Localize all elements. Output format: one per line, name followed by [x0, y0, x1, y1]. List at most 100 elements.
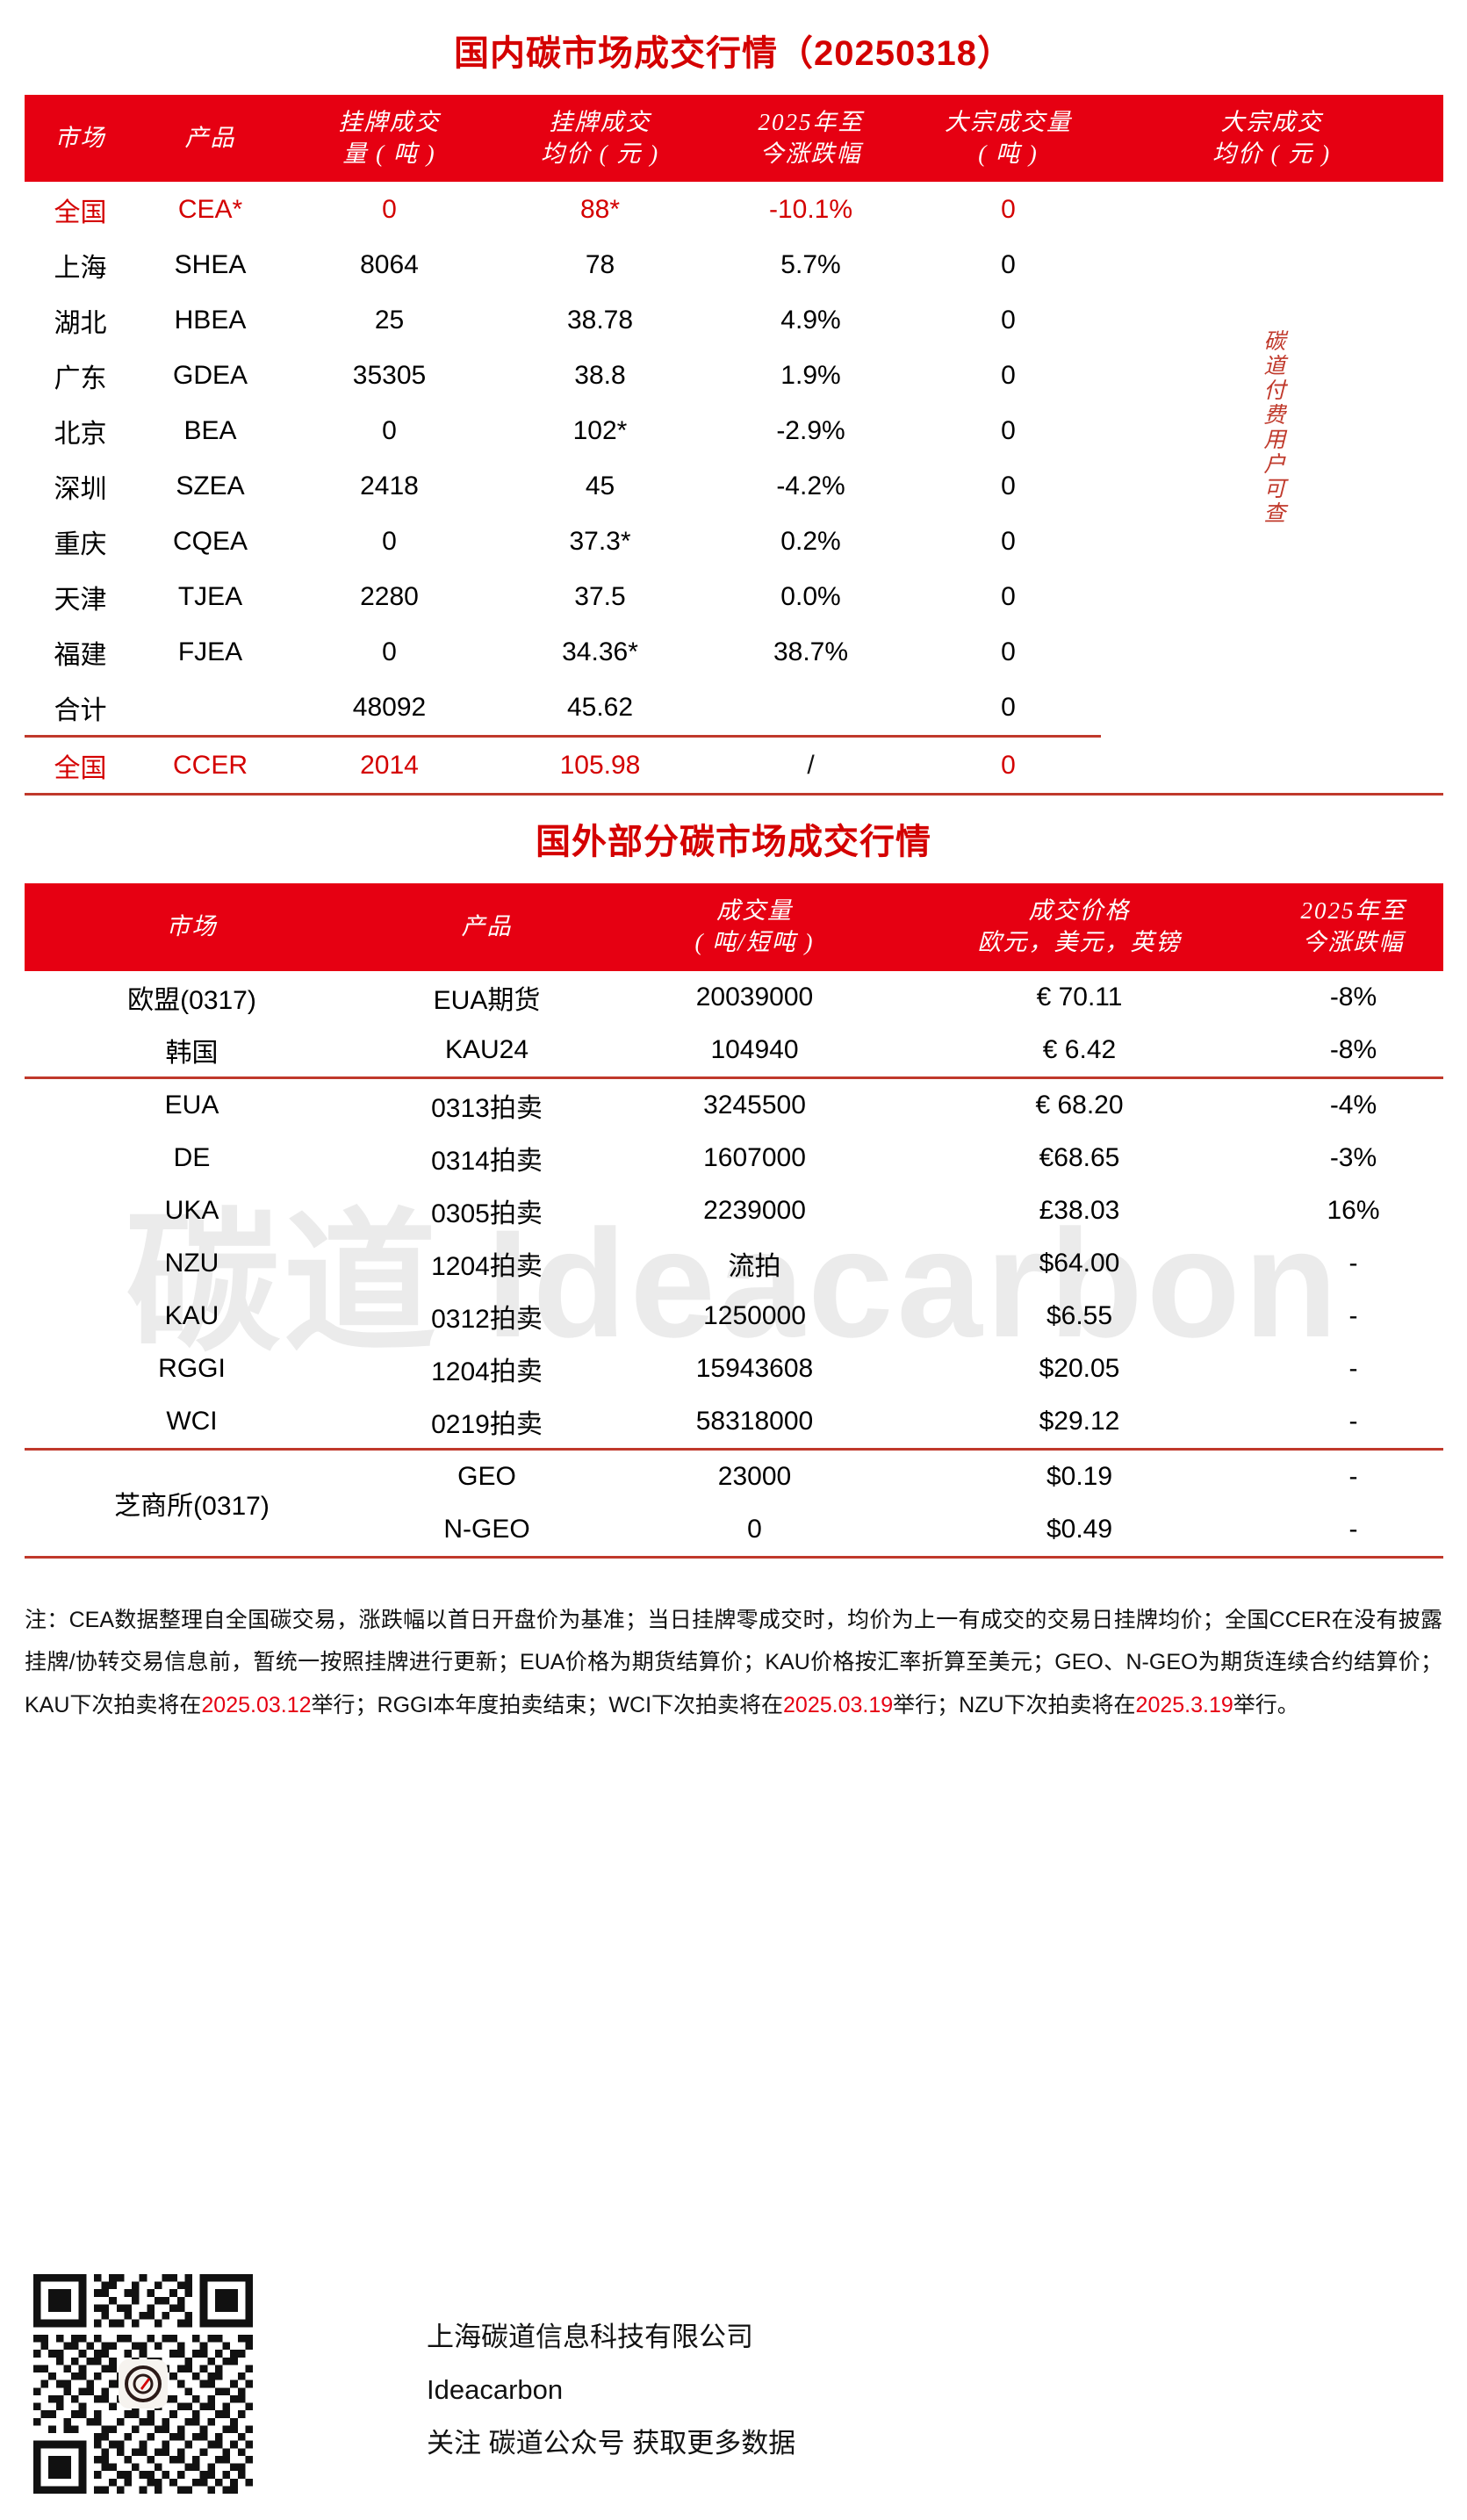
table-row: N-GEO 0 $0.49 - — [24, 1503, 1443, 1557]
domestic-header-row: 市场 产品 挂牌成交 量 ( 吨 ) 挂牌成交 均价 ( 元 ) 2025年至 — [24, 95, 1443, 183]
international-market-table: 市场 产品 成交量 ( 吨/短吨 ) 成交价格 欧元，美元，英镑 2025年至 — [24, 883, 1443, 1558]
table-row: 欧盟(0317) EUA期货 20039000 € 70.11 -8% — [25, 971, 1443, 1024]
cell-listed-volume: 0 — [382, 637, 397, 666]
table-row: DE 0314拍卖 1607000 €68.65 -3% — [25, 1132, 1443, 1184]
cell-product: 0305拍卖 — [431, 1199, 543, 1228]
cell-block-volume: 0 — [916, 736, 1101, 796]
cell-product: 1204拍卖 — [431, 1251, 543, 1281]
cell-market: 福建 — [54, 640, 107, 670]
cell-ytd-change: -10.1% — [768, 194, 853, 224]
col-header-block-volume: 大宗成交量 ( 吨 ) — [945, 109, 1072, 167]
footer: 上海碳道信息科技有限公司 Ideacarbon 关注 碳道公众号 获取更多数据 — [33, 2274, 795, 2494]
international-section-title: 国外部分碳市场成交行情 — [536, 823, 931, 862]
cell-price: $6.55 — [1046, 1300, 1113, 1330]
cell-volume: 15943608 — [695, 1353, 814, 1383]
col-header-listed-volume: 挂牌成交 量 ( 吨 ) — [338, 109, 441, 167]
cell-listed-volume: 0 — [382, 194, 397, 224]
cell-ytd-change: - — [1348, 1300, 1358, 1330]
cell-ytd-change: 4.9% — [780, 305, 841, 335]
cell-market: NZU — [164, 1248, 219, 1278]
cell-product: 0314拍卖 — [431, 1146, 543, 1176]
table-row: KAU 0312拍卖 1250000 $6.55 - — [25, 1290, 1443, 1343]
col-header-market: 市场 — [166, 913, 218, 940]
cell-ytd-change: - — [1348, 1461, 1358, 1491]
cell-block-volume: 0 — [1001, 526, 1016, 556]
cell-ytd-change: - — [1348, 1248, 1358, 1278]
cell-market: DE — [173, 1142, 211, 1172]
cell-ytd-change: - — [1348, 1514, 1358, 1544]
cell-product: 0219拍卖 — [431, 1409, 543, 1439]
cell-block-volume: 0 — [1001, 471, 1016, 500]
cell-block-volume: 0 — [1001, 194, 1016, 224]
col-header-product: 产品 — [184, 124, 236, 151]
table-row: 北京 BEA 0 102* -2.9% 0 — [25, 403, 1443, 458]
cell-market-group: 芝商所(0317) — [114, 1491, 270, 1521]
table-row: 福建 FJEA 0 34.36* 38.7% 0 — [25, 624, 1443, 680]
cell-block-volume: 0 — [1001, 360, 1016, 390]
cell-volume: 流拍 — [728, 1251, 781, 1281]
table-row: 芝商所(0317) GEO 23000 $0.19 - — [25, 1449, 1443, 1521]
cell-price: $0.49 — [1046, 1514, 1113, 1544]
cell-market: UKA — [164, 1195, 219, 1225]
cell-product: FJEA — [177, 637, 243, 666]
cell-market: 欧盟(0317) — [127, 985, 256, 1015]
cell-ytd-change: - — [1348, 1406, 1358, 1436]
cell-price: $29.12 — [1039, 1406, 1120, 1436]
cell-market: 全国 — [54, 198, 107, 227]
cell-market: KAU — [164, 1300, 219, 1330]
cell-listed-volume: 8064 — [360, 249, 419, 279]
cell-listed-volume: 48092 — [284, 680, 495, 738]
cell-volume: 2239000 — [703, 1195, 806, 1225]
cell-price: $0.19 — [1046, 1461, 1113, 1491]
col-header-market: 市场 — [54, 124, 106, 151]
cell-volume: 0 — [747, 1514, 762, 1544]
cell-market: 北京 — [54, 419, 107, 449]
cell-listed-volume: 35305 — [352, 360, 427, 390]
table-row: 广东 GDEA 35305 38.8 1.9% 0 — [25, 348, 1443, 403]
cell-listed-price: 88* — [579, 194, 621, 224]
cell-price: € 70.11 — [1036, 982, 1123, 1012]
footer-company-name: 上海碳道信息科技有限公司 — [427, 2322, 753, 2352]
cell-price: £38.03 — [1039, 1195, 1120, 1225]
cell-listed-volume: 2418 — [360, 471, 419, 500]
table-row-total: 合计 48092 45.62 0 — [24, 680, 1443, 738]
cell-block-volume: 0 — [1001, 581, 1016, 611]
compass-icon — [125, 2365, 162, 2402]
footer-brand-name: Ideacarbon — [427, 2374, 564, 2406]
cell-empty — [1100, 736, 1443, 796]
cell-volume: 20039000 — [695, 982, 814, 1012]
cell-listed-price: 45 — [585, 471, 615, 500]
table-row: RGGI 1204拍卖 15943608 $20.05 - — [25, 1343, 1443, 1395]
cell-ytd-change — [705, 680, 917, 738]
footnote-highlight-2: 2025.03.19 — [783, 1693, 894, 1717]
cell-block-volume: 0 — [1001, 637, 1016, 666]
cell-ytd-change: 5.7% — [780, 249, 841, 279]
cell-ytd-change: 0.0% — [780, 581, 841, 611]
cell-product: CEA* — [177, 194, 243, 224]
col-header-volume: 成交量 ( 吨/短吨 ) — [694, 897, 815, 955]
cell-volume: 3245500 — [703, 1090, 806, 1120]
table-row: 天津 TJEA 2280 37.5 0.0% 0 — [25, 569, 1443, 624]
cell-ytd-change: -8% — [1329, 1034, 1377, 1064]
cell-listed-volume: 25 — [374, 305, 405, 335]
cell-ytd-change: 0.2% — [780, 526, 841, 556]
qr-code-icon[interactable] — [33, 2274, 253, 2494]
cell-product: GEO — [457, 1461, 516, 1491]
cell-ytd-change: / — [705, 736, 917, 796]
cell-empty — [1101, 680, 1443, 737]
cell-listed-volume: 0 — [382, 526, 397, 556]
cell-product: CQEA — [172, 526, 248, 556]
cell-listed-price: 102* — [572, 415, 628, 445]
cell-ytd-change: 1.9% — [780, 360, 841, 390]
cell-product: GDEA — [172, 360, 248, 390]
cell-listed-volume: 0 — [382, 415, 397, 445]
cell-price: $20.05 — [1039, 1353, 1120, 1383]
footnote-part-2: 举行；RGGI本年度拍卖结束；WCI下次拍卖将在 — [311, 1693, 784, 1717]
cell-ytd-change: 38.7% — [773, 637, 849, 666]
footnote: 注：CEA数据整理自全国碳交易，涨跌幅以首日开盘价为基准；当日挂牌零成交时，均价… — [25, 1599, 1442, 1727]
cell-block-volume: 0 — [1001, 305, 1016, 335]
cell-listed-price: 38.8 — [574, 360, 626, 390]
cell-product: 0312拍卖 — [431, 1304, 543, 1334]
footnote-highlight-3: 2025.3.19 — [1135, 1693, 1233, 1717]
cell-ytd-change: -4.2% — [776, 471, 845, 500]
